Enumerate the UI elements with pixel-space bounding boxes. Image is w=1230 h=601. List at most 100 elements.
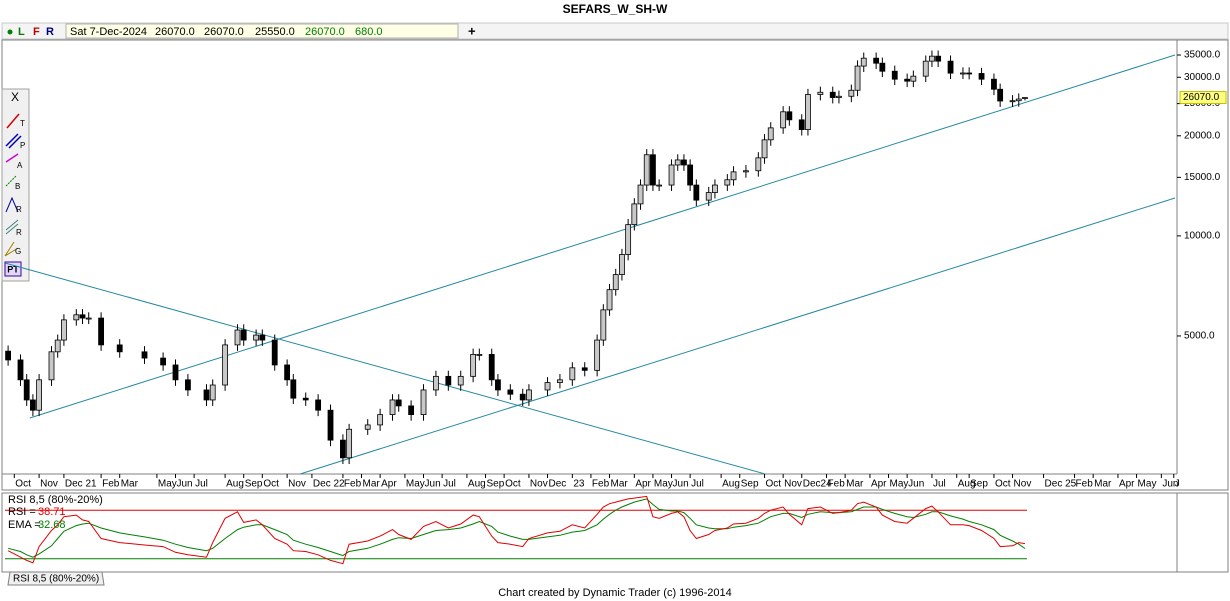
toolbar-button[interactable]: F	[33, 26, 40, 38]
rsi-axis-area	[1176, 492, 1229, 573]
series-line	[7, 498, 1026, 558]
candle-body	[234, 329, 241, 346]
tool-close[interactable]: X	[11, 90, 19, 104]
tool-icon	[5, 223, 19, 235]
candle-body	[36, 379, 43, 411]
quote-volume: 680.0	[355, 26, 383, 38]
x-tick-label: May	[654, 479, 673, 490]
candle-body	[755, 157, 762, 172]
x-tick-label: May	[158, 479, 177, 490]
candle-body	[780, 111, 787, 129]
candle-body	[947, 60, 954, 74]
candle-body	[259, 334, 266, 341]
candle-body	[185, 379, 191, 391]
header-bar: L F R Sat 7-Dec-2024 26070.0 26070.0 255…	[1, 22, 1229, 40]
toolbar-button[interactable]: L	[18, 26, 25, 38]
candle-body	[606, 289, 613, 311]
candle-body	[798, 119, 805, 130]
x-tick-label: Apr	[635, 479, 651, 490]
candle-body	[656, 184, 663, 187]
tool-icon	[4, 241, 19, 257]
panel-title: RSI 8,5 (80%-20%)	[8, 494, 103, 506]
quote-close: 26070.0	[305, 26, 345, 38]
tool-button[interactable]: A	[17, 161, 23, 170]
candle-body	[495, 379, 501, 391]
tool-button[interactable]: G	[15, 247, 21, 256]
toolbar-button[interactable]: R	[46, 26, 54, 38]
tool-button[interactable]: PT	[7, 264, 19, 274]
quote-date: Sat 7-Dec-2024	[70, 26, 147, 38]
x-tick-label: Jul	[195, 479, 208, 490]
candle-body	[364, 424, 371, 430]
x-tick-label: Mar	[846, 479, 864, 490]
tool-button[interactable]: R	[16, 228, 22, 237]
candle-body	[557, 379, 563, 383]
candle-body	[922, 60, 929, 77]
candle-body	[873, 57, 880, 64]
candle-body	[594, 339, 601, 371]
candle-body	[805, 94, 811, 130]
candle-body	[1015, 98, 1022, 102]
price-plot	[4, 50, 1176, 474]
x-tick-label: Feb	[592, 479, 610, 490]
tool-button[interactable]: B	[15, 182, 20, 191]
candle-body	[724, 179, 731, 186]
candle-body	[600, 309, 607, 341]
x-tick-label: Jun	[908, 479, 924, 490]
series-line	[7, 495, 1026, 565]
y-tick-label: 15000.0	[1184, 172, 1221, 183]
x-tick-label: Oct	[766, 479, 782, 490]
tool-icon	[5, 153, 19, 163]
add-button[interactable]: +	[468, 23, 476, 38]
x-tick-label: 23	[573, 479, 585, 490]
candle-body	[395, 399, 402, 407]
x-tick-label: Jun	[425, 479, 441, 490]
x-tick-label: Dec 21	[65, 479, 97, 490]
candle-body	[705, 192, 712, 201]
quote-low: 25550.0	[255, 26, 295, 38]
candle-body	[340, 439, 346, 459]
candle-body	[172, 364, 179, 381]
candle-body	[650, 154, 656, 186]
x-tick-label: Jul	[933, 479, 946, 490]
x-tick-label: Nov	[530, 479, 548, 490]
candle-body	[730, 171, 737, 181]
y-tick-label: 35000.0	[1184, 50, 1221, 61]
quote-high: 26070.0	[204, 26, 244, 38]
panel-tab[interactable]	[7, 571, 105, 586]
legend-value: 32.68	[38, 519, 66, 531]
tool-icon	[5, 196, 19, 213]
legend-label: RSI =	[8, 506, 36, 518]
candle-body	[681, 159, 687, 166]
candle-body	[581, 367, 588, 371]
trend-line	[29, 54, 1176, 419]
candle-body	[271, 339, 278, 366]
candle-body	[544, 382, 551, 391]
tool-button[interactable]: T	[20, 119, 25, 128]
candle-body	[904, 78, 911, 82]
y-tick-label: 5000.0	[1184, 331, 1215, 342]
candle-body	[761, 139, 768, 159]
x-tick-label: Sep	[487, 479, 505, 490]
chart-title: SEFARS_W_SH-W	[563, 2, 668, 16]
x-tick-label: Feb	[344, 479, 362, 490]
x-tick-label: May	[890, 479, 909, 490]
candle-body	[457, 375, 464, 386]
y-tick-label: 20000.0	[1184, 130, 1221, 141]
x-tick-label: Mar	[121, 479, 139, 490]
x-tick-label: Dec 25	[1045, 479, 1077, 490]
rsi-plot	[5, 495, 1027, 565]
candle-body	[526, 389, 532, 401]
panel-tab-label[interactable]: RSI 8,5 (80%-20%)	[13, 574, 99, 585]
candle-body	[85, 317, 92, 320]
tool-button[interactable]: R	[16, 205, 22, 214]
tool-button[interactable]: P	[20, 141, 25, 150]
candle-body	[116, 344, 123, 353]
candle-body	[54, 339, 61, 353]
candle-body	[470, 354, 477, 377]
candle-body	[674, 159, 681, 166]
candle-body	[712, 184, 718, 193]
trend-line	[4, 262, 766, 474]
candle-body	[488, 354, 495, 381]
candle-body	[854, 65, 861, 91]
